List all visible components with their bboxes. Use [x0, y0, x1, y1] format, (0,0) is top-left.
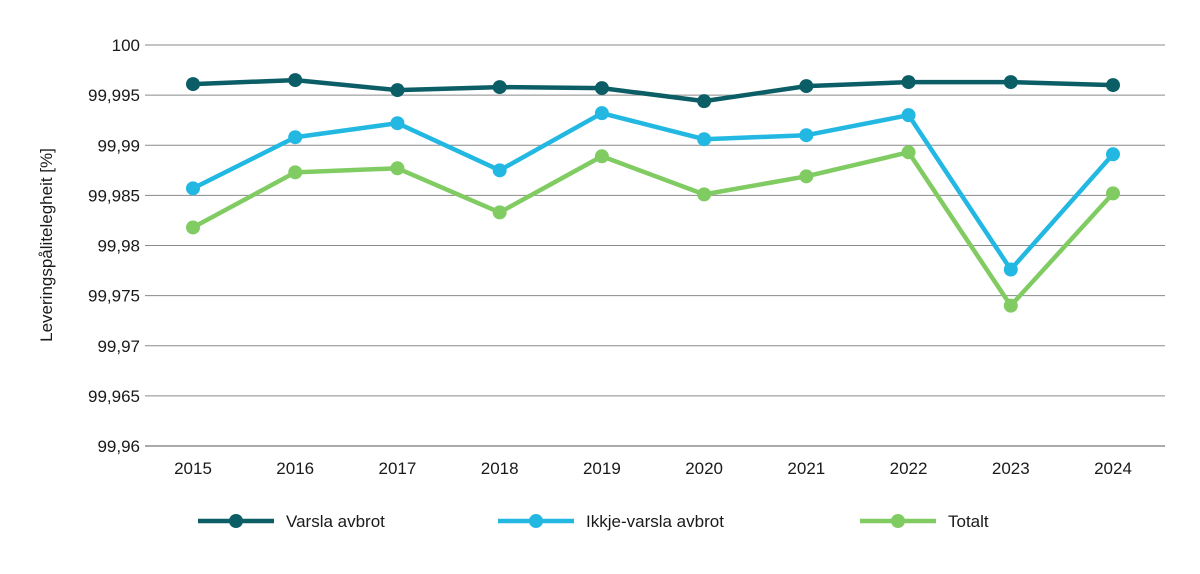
legend-marker	[529, 514, 543, 528]
data-point	[390, 116, 405, 131]
x-tick-label: 2023	[992, 459, 1030, 478]
data-point	[492, 205, 507, 220]
data-point	[1003, 75, 1018, 90]
x-tick-label: 2018	[481, 459, 519, 478]
data-point	[594, 106, 609, 121]
y-tick-label: 99,97	[97, 337, 140, 356]
data-point	[288, 165, 303, 180]
data-point	[697, 132, 712, 147]
y-tick-label: 99,98	[97, 237, 140, 256]
x-tick-labels: 2015 2016 2017 2018 2019 2020 2021 2022 2023 2024	[174, 459, 1132, 478]
series-line	[191, 150, 1115, 308]
x-tick-label: 2021	[787, 459, 825, 478]
y-tick-label: 99,985	[88, 186, 140, 205]
data-point	[901, 145, 916, 160]
legend-label: Totalt	[948, 512, 989, 531]
grid	[145, 44, 1165, 447]
data-point	[799, 128, 814, 143]
data-point	[799, 169, 814, 184]
x-tick-label: 2022	[890, 459, 928, 478]
data-point	[1106, 78, 1120, 93]
y-axis-label: Leveringspålitelegheit [%]	[37, 148, 56, 342]
data-point	[1003, 262, 1018, 277]
data-point	[799, 79, 814, 94]
x-tick-label: 2017	[379, 459, 417, 478]
y-tick-label: 100	[112, 36, 140, 55]
x-tick-label: 2015	[174, 459, 212, 478]
legend-marker	[229, 514, 243, 528]
legend: Varsla avbrot Ikkje-varsla avbrot Totalt	[198, 512, 989, 531]
y-tick-label: 99,975	[88, 287, 140, 306]
data-point	[1106, 186, 1120, 201]
x-tick-label: 2019	[583, 459, 621, 478]
data-point	[288, 73, 303, 88]
y-tick-labels: 100 99,995 99,99 99,985 99,98 99,975 99,97 99,9…	[88, 36, 140, 456]
data-point	[288, 130, 303, 145]
data-point	[594, 149, 609, 164]
x-tick-label: 2020	[685, 459, 723, 478]
data-point	[186, 77, 200, 92]
data-point	[901, 75, 916, 90]
data-point	[186, 220, 200, 235]
data-point	[1106, 147, 1120, 162]
x-tick-label: 2016	[276, 459, 314, 478]
data-point	[901, 108, 916, 123]
data-point	[594, 81, 609, 96]
series-lines	[186, 73, 1120, 313]
y-tick-label: 99,995	[88, 86, 140, 105]
y-tick-label: 99,965	[88, 387, 140, 406]
x-tick-label: 2024	[1094, 459, 1132, 478]
series-line	[191, 110, 1115, 272]
series-line	[192, 77, 1114, 104]
data-point	[492, 80, 507, 95]
data-point	[492, 163, 507, 178]
data-point	[697, 94, 712, 109]
y-tick-label: 99,96	[97, 437, 140, 456]
legend-marker	[891, 514, 905, 528]
data-point	[697, 187, 712, 202]
data-point	[390, 161, 405, 176]
legend-label: Varsla avbrot	[286, 512, 385, 531]
y-tick-label: 99,99	[97, 136, 140, 155]
legend-label: Ikkje-varsla avbrot	[586, 512, 724, 531]
data-point	[186, 181, 200, 196]
data-point	[390, 83, 405, 98]
data-point	[1003, 298, 1018, 313]
